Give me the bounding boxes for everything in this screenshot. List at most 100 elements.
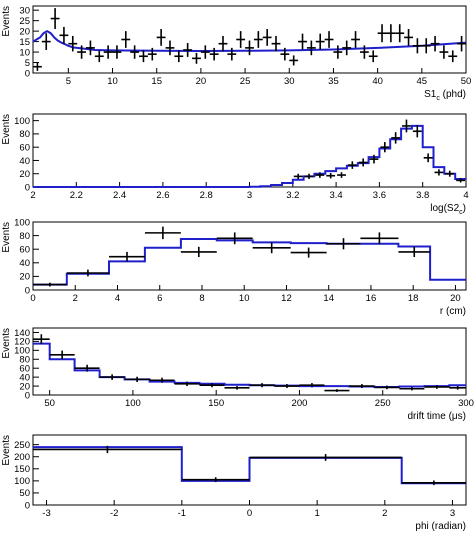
data-point (174, 381, 200, 387)
data-point (337, 172, 346, 178)
x-tick-label: 150 (208, 398, 224, 409)
data-point (249, 454, 402, 461)
y-tick-label: 120 (14, 337, 30, 348)
data-point (324, 389, 350, 392)
x-tick-label: 10 (107, 76, 118, 87)
x-tick-label: 6 (157, 293, 162, 304)
x-tick-label: 14 (323, 293, 334, 304)
data-point (192, 52, 201, 64)
x-tick-label: 40 (372, 76, 383, 87)
x-tick-label: 50 (44, 398, 55, 409)
data-point (298, 33, 307, 50)
x-tick-label: 2 (382, 508, 387, 519)
x-tick-label: 16 (366, 293, 377, 304)
y-tick-label: 150 (14, 464, 30, 475)
panel-2: 2 2.2 2.4 2.6 2.8 3 3.2 3.4 3.6 3.8 4020406080100E… (1, 113, 469, 216)
x-tick-label: 8 (199, 293, 204, 304)
data-point (349, 384, 375, 389)
x-tick-label: 4 (115, 293, 120, 304)
y-tick-label: 25 (19, 16, 30, 27)
data-point (399, 387, 425, 391)
data-point (183, 43, 193, 57)
data-point (395, 24, 405, 43)
data-point (359, 45, 369, 59)
y-tick-label: 60 (19, 245, 30, 256)
data-point (274, 384, 300, 389)
x-tick-label: 12 (281, 293, 292, 304)
plot-frame (32, 113, 467, 188)
data-point (386, 24, 396, 43)
y-tick-label: 80 (19, 231, 30, 242)
data-point (326, 172, 336, 179)
x-tick-label: 30 (284, 76, 295, 87)
x-tick-label: 0 (247, 508, 252, 519)
y-tick-label: 0 (25, 500, 30, 511)
data-point (439, 45, 449, 59)
y-tick-label: 20 (19, 169, 30, 180)
data-point (271, 35, 281, 52)
x-tick-label: 1 (315, 508, 320, 519)
x-tick-label: -2 (110, 508, 118, 519)
x-tick-label: 2.6 (156, 190, 169, 201)
data-point (86, 40, 95, 56)
data-point (280, 47, 290, 61)
y-tick-label: 100 (14, 346, 30, 357)
data-point (139, 50, 148, 63)
y-tick-label: 0 (25, 68, 30, 79)
data-point (103, 45, 113, 59)
y-tick-label: 0 (25, 285, 30, 296)
data-point (253, 31, 263, 48)
y-tick-label: 20 (19, 381, 30, 392)
x-tick-label: 0 (30, 293, 35, 304)
data-point (121, 31, 131, 48)
data-point (130, 45, 140, 59)
data-point (306, 40, 316, 56)
x-axis-label: r (cm) (440, 306, 466, 317)
data-point (149, 377, 175, 383)
x-tick-label: 2 (73, 293, 78, 304)
x-tick-label: -3 (42, 508, 50, 519)
plot-frame (32, 5, 467, 74)
x-tick-label: 100 (125, 398, 141, 409)
data-point (227, 47, 237, 61)
data-point (218, 35, 228, 52)
x-tick-label: 3.6 (373, 190, 386, 201)
data-point (404, 29, 413, 46)
x-axis-label: S1c (phd) (424, 89, 466, 102)
model-histogram (33, 238, 466, 286)
data-point (66, 269, 110, 277)
data-point (449, 386, 466, 390)
y-tick-label: 80 (19, 129, 30, 140)
data-point (304, 173, 314, 180)
data-point (457, 35, 466, 52)
y-tick-label: 40 (19, 156, 30, 167)
y-tick-label: 250 (14, 440, 30, 451)
y-axis-label: Events (1, 222, 12, 253)
data-point (109, 251, 145, 262)
data-point (412, 125, 422, 138)
plot-frame (32, 221, 467, 291)
x-tick-label: 45 (417, 76, 428, 87)
y-axis-label: Events (1, 435, 12, 466)
x-axis-label: phi (radian) (415, 521, 466, 532)
y-axis-label: Events (1, 328, 12, 359)
data-point (245, 40, 254, 56)
x-axis-label: log(S2c) (430, 203, 466, 216)
data-point (33, 445, 182, 454)
data-point (33, 334, 50, 345)
data-point (324, 31, 334, 48)
data-point (360, 232, 399, 245)
y-tick-label: 0 (25, 182, 30, 193)
data-point (398, 246, 431, 258)
data-point (289, 55, 299, 66)
data-point (401, 480, 466, 486)
data-point (224, 386, 250, 390)
model-histogram (33, 446, 466, 485)
x-tick-label: 4 (463, 190, 468, 201)
x-tick-label: 15 (151, 76, 162, 87)
y-tick-label: 40 (19, 372, 30, 383)
data-point (180, 246, 217, 258)
data-point (94, 50, 104, 63)
